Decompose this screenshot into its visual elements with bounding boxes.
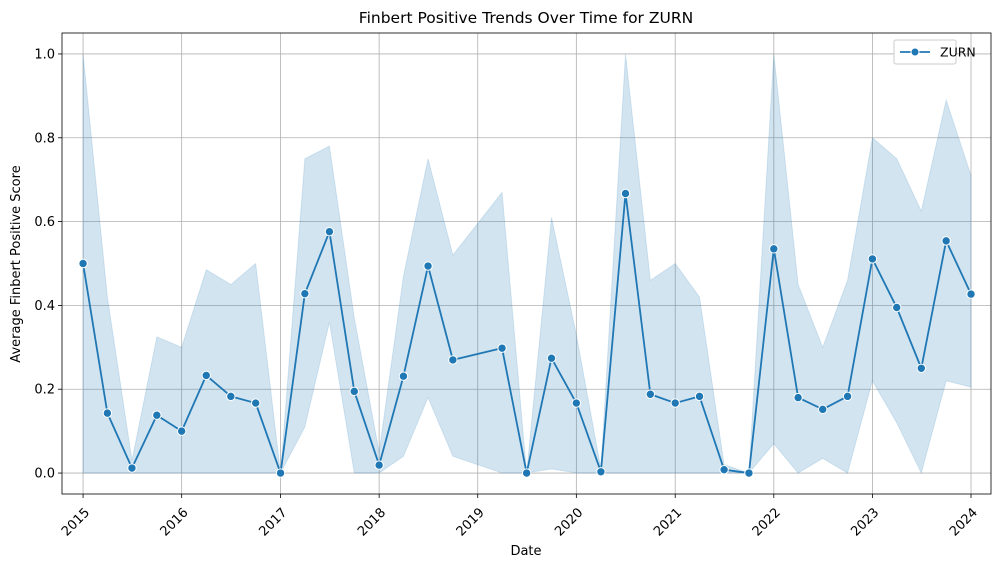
- data-point: [916, 363, 927, 373]
- data-point: [892, 302, 902, 313]
- data-point: [176, 426, 187, 436]
- legend-label: ZURN: [940, 45, 976, 60]
- data-point: [645, 389, 656, 399]
- data-point: [275, 468, 286, 478]
- chart-title: Finbert Positive Trends Over Time for ZU…: [359, 9, 693, 27]
- data-point: [818, 404, 828, 415]
- legend: ZURN: [893, 39, 976, 65]
- data-point: [102, 408, 113, 418]
- data-point: [423, 261, 433, 271]
- x-axis-title: Date: [510, 544, 541, 559]
- data-point: [300, 288, 310, 299]
- data-point: [324, 226, 335, 237]
- data-point: [448, 355, 458, 365]
- series-markers: [78, 188, 976, 478]
- legend-marker-swatch: [910, 47, 920, 57]
- data-point: [694, 391, 705, 402]
- data-point: [867, 254, 878, 264]
- data-point: [966, 289, 976, 299]
- y-tick-label: 0.6: [34, 215, 55, 230]
- data-point: [620, 188, 631, 199]
- data-point: [152, 410, 162, 420]
- data-point: [744, 468, 754, 478]
- data-point: [78, 258, 88, 269]
- data-point: [769, 244, 779, 254]
- data-point: [250, 398, 261, 408]
- confidence-band: [82, 53, 972, 475]
- y-tick-label: 0.8: [34, 131, 55, 146]
- data-point: [226, 391, 236, 402]
- data-point: [497, 343, 507, 353]
- plot-area: [61, 32, 992, 495]
- data-point: [349, 386, 359, 397]
- data-point: [719, 464, 729, 475]
- y-tick-label: 1.0: [34, 47, 55, 62]
- plot-frame: [61, 32, 992, 495]
- y-tick-label: 0.4: [34, 299, 55, 314]
- y-axis: 0.0 0.2 0.4 0.6 0.8 1.0: [34, 47, 62, 482]
- data-point: [670, 398, 680, 408]
- y-tick-label: 0.0: [34, 467, 55, 482]
- data-point: [596, 467, 606, 477]
- data-point: [398, 371, 409, 381]
- y-tick-label: 0.2: [34, 383, 55, 398]
- data-point: [127, 463, 137, 473]
- y-axis-title: Average Finbert Positive Score: [9, 165, 24, 362]
- data-point: [374, 460, 384, 470]
- data-point: [546, 353, 557, 363]
- data-point: [521, 468, 532, 478]
- data-point: [941, 236, 951, 246]
- data-point: [571, 398, 582, 408]
- data-point: [793, 392, 803, 403]
- data-point: [842, 391, 853, 402]
- data-point: [201, 370, 211, 381]
- plot-background: [62, 33, 991, 494]
